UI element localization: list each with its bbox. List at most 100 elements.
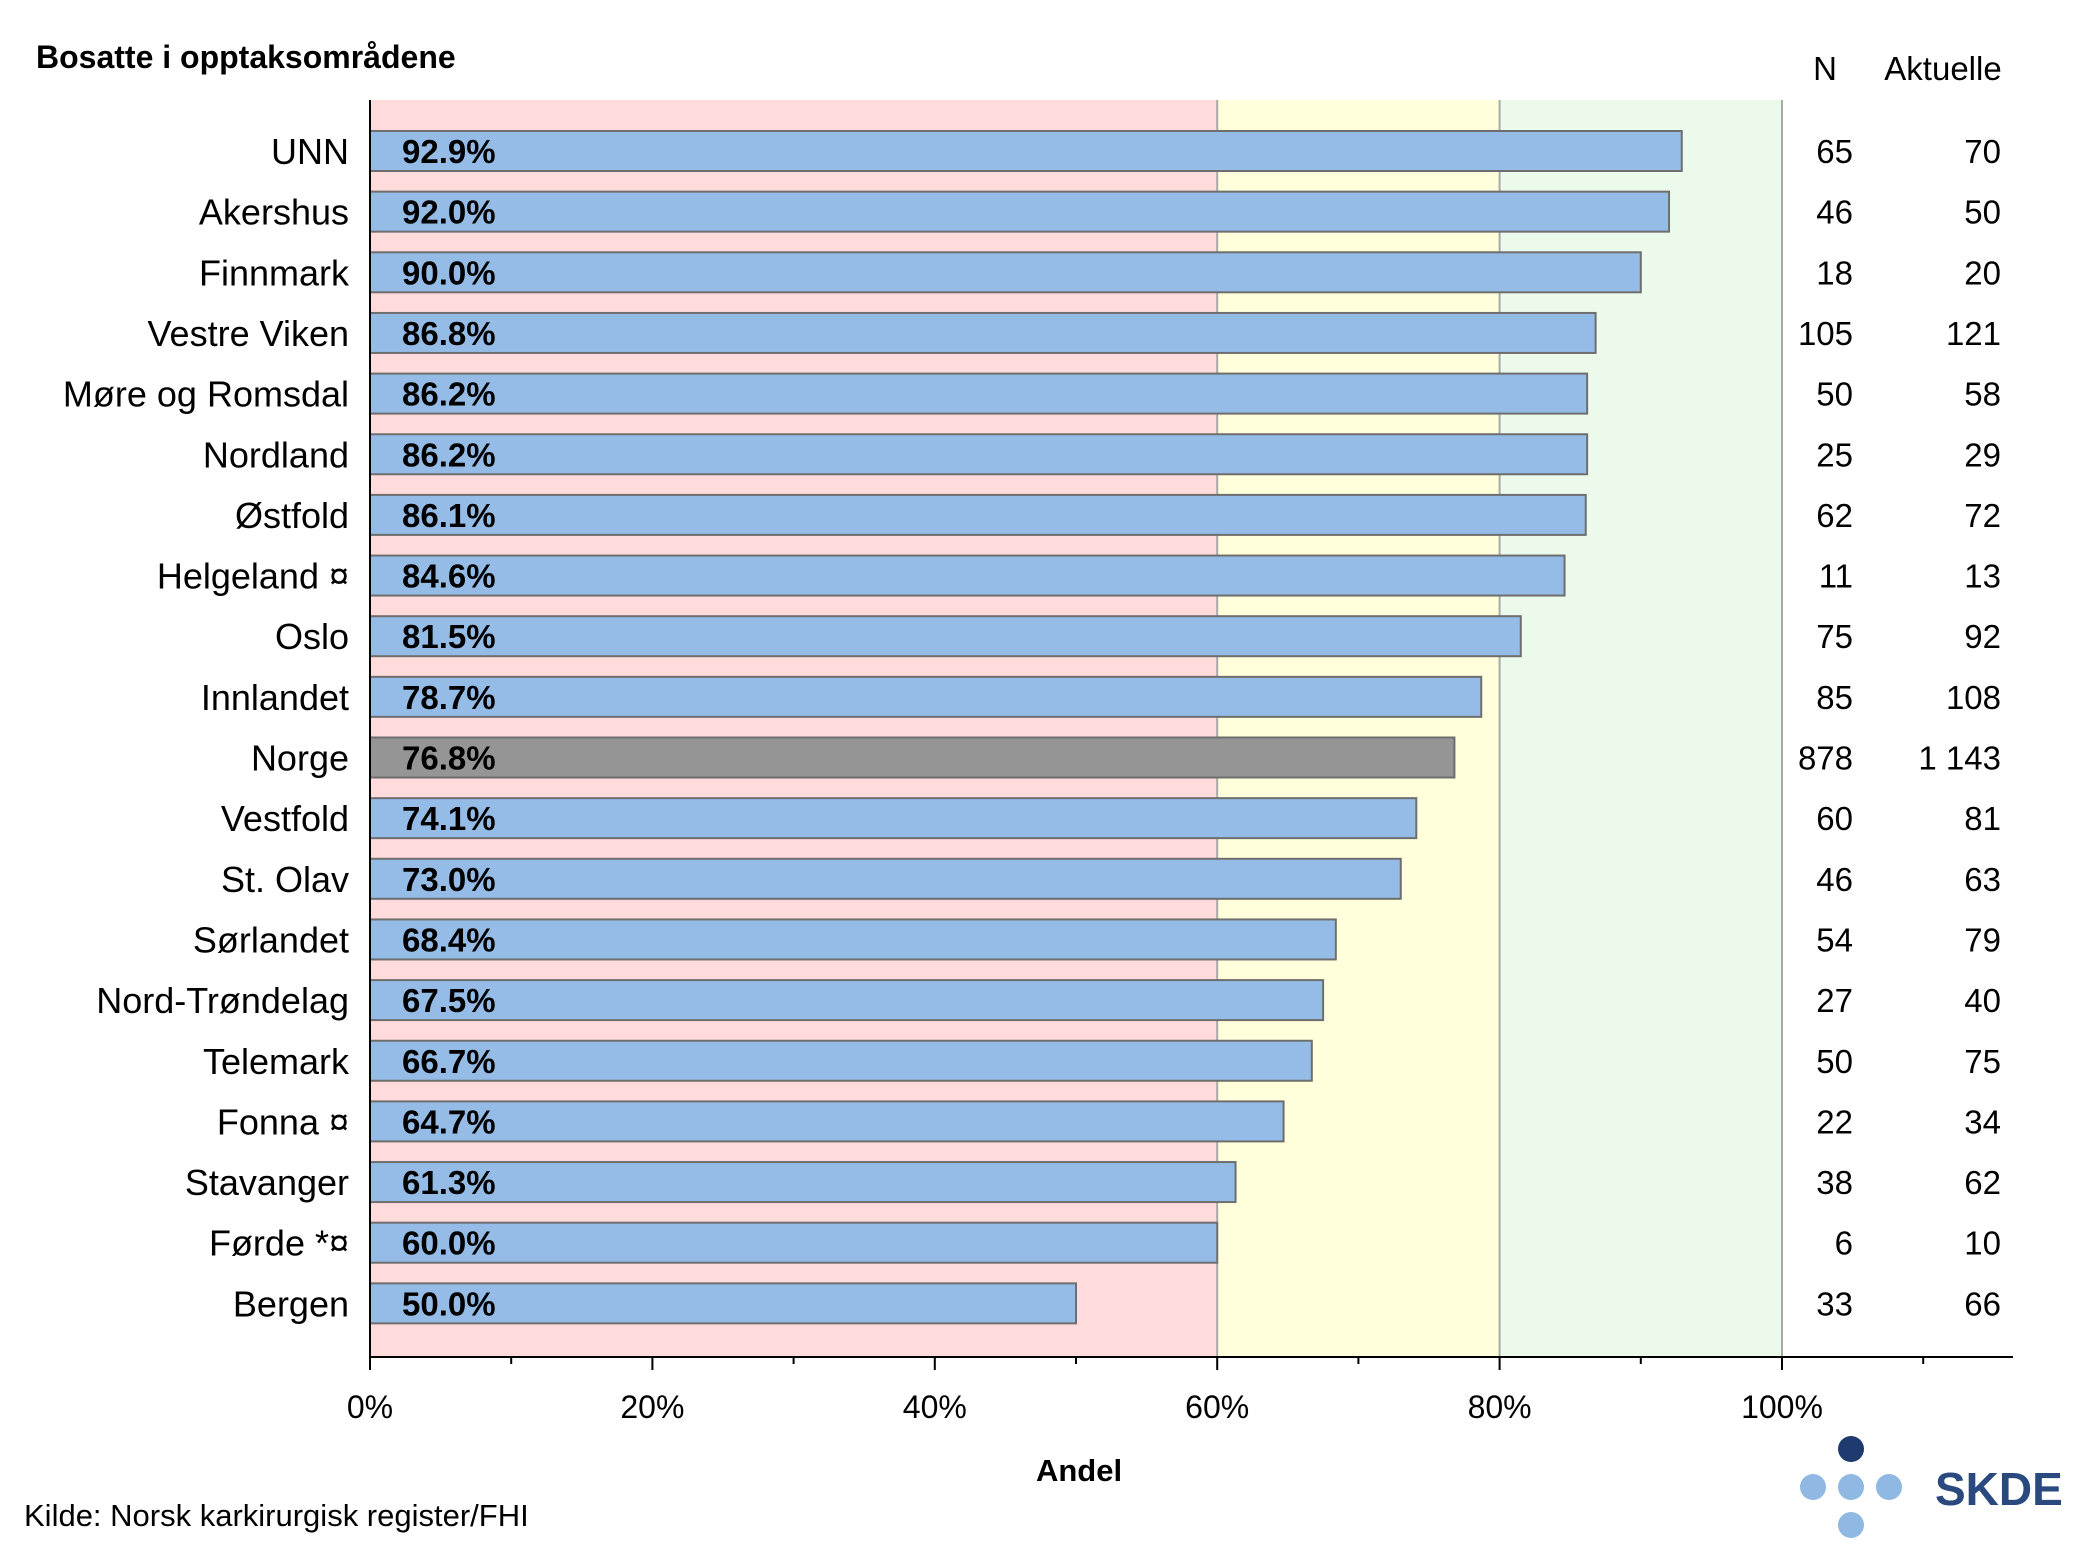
labels: UNN 92.9% 65 70 Akershus 92.0% 46 50 Finnmark 90.…: [63, 131, 2001, 1425]
category-label: Telemark: [203, 1041, 350, 1082]
aktuelle-value: 62: [1964, 1164, 2001, 1201]
category-label: Vestfold: [221, 798, 349, 839]
category-label: Akershus: [199, 192, 349, 233]
n-value: 18: [1816, 254, 1853, 291]
data-label: 74.1%: [402, 800, 496, 837]
bar: [369, 918, 1337, 961]
axes: [369, 100, 2013, 1370]
bar: [369, 1039, 1313, 1082]
data-label: 60.0%: [402, 1225, 496, 1262]
aktuelle-value: 1 143: [1918, 740, 2001, 777]
bar: [369, 857, 1402, 900]
aktuelle-value: 63: [1964, 861, 2001, 898]
logo-dot-center: [1838, 1474, 1864, 1500]
data-label: 84.6%: [402, 558, 496, 595]
bar: [369, 797, 1418, 840]
data-label: 64.7%: [402, 1103, 496, 1140]
data-label: 92.0%: [402, 194, 496, 231]
category-label: Nordland: [203, 434, 349, 475]
n-value: 11: [1819, 558, 1853, 595]
n-value: 22: [1816, 1103, 1853, 1140]
category-label: Møre og Romsdal: [63, 374, 349, 415]
data-label: 67.5%: [402, 982, 496, 1019]
bar: [369, 554, 1566, 597]
aktuelle-value: 40: [1964, 982, 2001, 1019]
logo-dot-right: [1876, 1474, 1902, 1500]
bar: [369, 1282, 1077, 1325]
aktuelle-value: 66: [1964, 1285, 2001, 1322]
skde-logo: SKDE: [1800, 1436, 2063, 1538]
aktuelle-value: 50: [1964, 194, 2001, 231]
category-label: Vestre Viken: [148, 313, 349, 354]
bar: [369, 1221, 1219, 1264]
n-value: 46: [1816, 861, 1853, 898]
aktuelle-value: 81: [1964, 800, 2001, 837]
bar: [369, 1100, 1285, 1143]
data-label: 86.1%: [402, 497, 496, 534]
bar: [369, 493, 1587, 536]
bar: [369, 251, 1642, 294]
data-label: 73.0%: [402, 861, 496, 898]
aktuelle-value: 29: [1964, 436, 2001, 473]
bar: [369, 1161, 1237, 1204]
category-label: Stavanger: [185, 1162, 349, 1203]
x-tick-label: 60%: [1185, 1389, 1249, 1425]
aktuelle-value: 75: [1964, 1043, 2001, 1080]
bar: [369, 433, 1589, 476]
data-label: 86.8%: [402, 315, 496, 352]
logo-text: SKDE: [1935, 1463, 2063, 1515]
aktuelle-value: 121: [1946, 315, 2001, 352]
category-label: Førde *¤: [209, 1223, 349, 1264]
target-band-1: [1217, 100, 1500, 1357]
n-value: 62: [1816, 497, 1853, 534]
chart-title: Bosatte i opptaksområdene: [36, 39, 456, 75]
n-value: 105: [1798, 315, 1853, 352]
aktuelle-value: 20: [1964, 254, 2001, 291]
bar: [369, 130, 1683, 172]
bar: [369, 736, 1456, 779]
data-label: 86.2%: [402, 436, 496, 473]
category-label: Helgeland ¤: [157, 556, 349, 597]
data-label: 81.5%: [402, 618, 496, 655]
data-label: 66.7%: [402, 1043, 496, 1080]
data-label: 50.0%: [402, 1285, 496, 1322]
aktuelle-value: 70: [1964, 133, 2001, 170]
bar: [369, 615, 1522, 658]
category-label: St. Olav: [221, 859, 349, 900]
aktuelle-value: 58: [1964, 376, 2001, 413]
aktuelle-value: 10: [1964, 1225, 2001, 1262]
data-label: 90.0%: [402, 254, 496, 291]
x-axis-label: Andel: [1036, 1453, 1122, 1488]
aktuelle-value: 92: [1964, 618, 2001, 655]
source-note: Kilde: Norsk karkirurgisk register/FHI: [24, 1498, 529, 1533]
category-label: Fonna ¤: [217, 1101, 349, 1142]
x-tick-label: 20%: [620, 1389, 684, 1425]
n-value: 85: [1816, 679, 1853, 716]
category-label: Østfold: [235, 495, 349, 536]
n-value: 878: [1798, 740, 1853, 777]
bar: [369, 675, 1483, 718]
n-value: 54: [1816, 921, 1853, 958]
n-value: 25: [1816, 436, 1853, 473]
category-label: Sørlandet: [193, 919, 349, 960]
logo-dot-top: [1838, 1436, 1864, 1462]
target-band-2: [1499, 100, 1782, 1357]
bar-series: [369, 130, 1683, 1325]
n-value: 46: [1816, 194, 1853, 231]
data-label: 61.3%: [402, 1164, 496, 1201]
aktuelle-value: 34: [1964, 1103, 2001, 1140]
category-label: Norge: [251, 738, 349, 779]
x-tick-label: 40%: [903, 1389, 967, 1425]
data-label: 78.7%: [402, 679, 496, 716]
x-tick-label: 80%: [1468, 1389, 1532, 1425]
n-value: 60: [1816, 800, 1853, 837]
n-value: 50: [1816, 376, 1853, 413]
n-value: 38: [1816, 1164, 1853, 1201]
bar: [369, 311, 1597, 354]
aktuelle-value: 108: [1946, 679, 2001, 716]
data-label: 86.2%: [402, 376, 496, 413]
data-label: 92.9%: [402, 133, 496, 170]
column-header-aktuelle: Aktuelle: [1884, 50, 2001, 87]
bar: [369, 190, 1671, 233]
